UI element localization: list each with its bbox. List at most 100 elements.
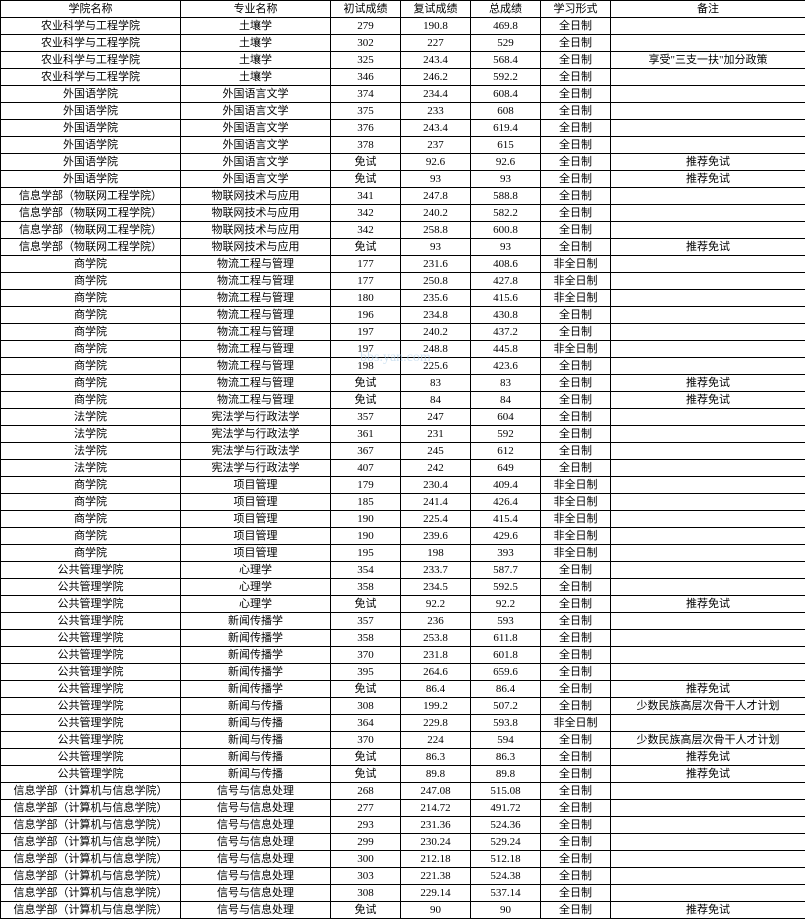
cell-mode: 全日制 — [541, 120, 611, 137]
cell-mode: 非全日制 — [541, 341, 611, 358]
cell-major: 物流工程与管理 — [181, 375, 331, 392]
cell-total: 86.4 — [471, 681, 541, 698]
cell-score2: 241.4 — [401, 494, 471, 511]
cell-score1: 277 — [331, 800, 401, 817]
cell-score1: 293 — [331, 817, 401, 834]
cell-remark: 推荐免试 — [611, 154, 805, 171]
cell-score2: 83 — [401, 375, 471, 392]
cell-mode: 全日制 — [541, 834, 611, 851]
cell-score2: 230.4 — [401, 477, 471, 494]
cell-major: 项目管理 — [181, 494, 331, 511]
cell-remark — [611, 205, 805, 222]
cell-score1: 299 — [331, 834, 401, 851]
cell-total: 619.4 — [471, 120, 541, 137]
cell-total: 592.5 — [471, 579, 541, 596]
cell-major: 物联网技术与应用 — [181, 222, 331, 239]
cell-college: 商学院 — [1, 511, 181, 528]
cell-score2: 231 — [401, 426, 471, 443]
table-row: 信息学部（计算机与信息学院）信号与信息处理299230.24529.24全日制 — [1, 834, 805, 851]
cell-score1: 364 — [331, 715, 401, 732]
cell-college: 外国语学院 — [1, 86, 181, 103]
cell-major: 物流工程与管理 — [181, 290, 331, 307]
cell-score1: 190 — [331, 528, 401, 545]
cell-college: 商学院 — [1, 358, 181, 375]
table-row: 信息学部（计算机与信息学院）信号与信息处理300212.18512.18全日制 — [1, 851, 805, 868]
cell-score2: 229.8 — [401, 715, 471, 732]
cell-total: 92.6 — [471, 154, 541, 171]
cell-score1: 357 — [331, 409, 401, 426]
header-score1: 初试成绩 — [331, 1, 401, 18]
cell-major: 信号与信息处理 — [181, 902, 331, 919]
cell-score1: 免试 — [331, 239, 401, 256]
table-row: 公共管理学院新闻与传播免试86.386.3全日制推荐免试 — [1, 749, 805, 766]
cell-score2: 214.72 — [401, 800, 471, 817]
cell-score1: 177 — [331, 273, 401, 290]
cell-major: 物流工程与管理 — [181, 273, 331, 290]
table-row: 外国语学院外国语言文学378237615全日制 — [1, 137, 805, 154]
cell-score2: 246.2 — [401, 69, 471, 86]
cell-major: 物联网技术与应用 — [181, 239, 331, 256]
cell-mode: 全日制 — [541, 324, 611, 341]
cell-major: 土壤学 — [181, 35, 331, 52]
table-row: 公共管理学院新闻与传播364229.8593.8非全日制 — [1, 715, 805, 732]
cell-mode: 全日制 — [541, 783, 611, 800]
cell-major: 信号与信息处理 — [181, 783, 331, 800]
cell-college: 商学院 — [1, 375, 181, 392]
cell-major: 心理学 — [181, 579, 331, 596]
table-row: 信息学部（计算机与信息学院）信号与信息处理293231.36524.36全日制 — [1, 817, 805, 834]
cell-score1: 367 — [331, 443, 401, 460]
cell-remark — [611, 307, 805, 324]
cell-mode: 全日制 — [541, 358, 611, 375]
cell-score1: 免试 — [331, 681, 401, 698]
cell-score1: 免试 — [331, 596, 401, 613]
cell-mode: 非全日制 — [541, 256, 611, 273]
cell-major: 物流工程与管理 — [181, 341, 331, 358]
header-major: 专业名称 — [181, 1, 331, 18]
cell-score1: 免试 — [331, 375, 401, 392]
cell-remark — [611, 120, 805, 137]
table-body: 农业科学与工程学院土壤学279190.8469.8全日制农业科学与工程学院土壤学… — [1, 18, 805, 919]
cell-major: 宪法学与行政法学 — [181, 409, 331, 426]
cell-score2: 239.6 — [401, 528, 471, 545]
cell-score1: 370 — [331, 647, 401, 664]
cell-mode: 全日制 — [541, 732, 611, 749]
cell-remark — [611, 715, 805, 732]
cell-score1: 358 — [331, 630, 401, 647]
table-row: 商学院物流工程与管理免试8383全日制推荐免试 — [1, 375, 805, 392]
cell-major: 新闻传播学 — [181, 647, 331, 664]
cell-remark — [611, 613, 805, 630]
cell-score2: 248.8 — [401, 341, 471, 358]
cell-remark — [611, 579, 805, 596]
cell-remark — [611, 647, 805, 664]
cell-college: 商学院 — [1, 307, 181, 324]
cell-total: 593.8 — [471, 715, 541, 732]
cell-mode: 全日制 — [541, 375, 611, 392]
cell-total: 408.6 — [471, 256, 541, 273]
table-row: 商学院物流工程与管理196234.8430.8全日制 — [1, 307, 805, 324]
cell-major: 物联网技术与应用 — [181, 205, 331, 222]
cell-score2: 231.8 — [401, 647, 471, 664]
table-row: 商学院项目管理195198393非全日制 — [1, 545, 805, 562]
cell-total: 592.2 — [471, 69, 541, 86]
cell-mode: 全日制 — [541, 443, 611, 460]
cell-mode: 非全日制 — [541, 494, 611, 511]
cell-total: 445.8 — [471, 341, 541, 358]
cell-college: 商学院 — [1, 545, 181, 562]
cell-total: 593 — [471, 613, 541, 630]
table-row: 公共管理学院心理学358234.5592.5全日制 — [1, 579, 805, 596]
cell-remark: 享受"三支一扶"加分政策 — [611, 52, 805, 69]
cell-mode: 非全日制 — [541, 715, 611, 732]
cell-score1: 300 — [331, 851, 401, 868]
table-row: 商学院物流工程与管理180235.6415.6非全日制 — [1, 290, 805, 307]
cell-score2: 92.2 — [401, 596, 471, 613]
cell-college: 信息学部（计算机与信息学院） — [1, 851, 181, 868]
cell-total: 469.8 — [471, 18, 541, 35]
cell-score2: 93 — [401, 239, 471, 256]
table-row: 农业科学与工程学院土壤学302227529全日制 — [1, 35, 805, 52]
cell-mode: 全日制 — [541, 681, 611, 698]
cell-major: 项目管理 — [181, 511, 331, 528]
cell-major: 新闻传播学 — [181, 664, 331, 681]
cell-score2: 234.8 — [401, 307, 471, 324]
cell-remark: 推荐免试 — [611, 766, 805, 783]
cell-score1: 407 — [331, 460, 401, 477]
